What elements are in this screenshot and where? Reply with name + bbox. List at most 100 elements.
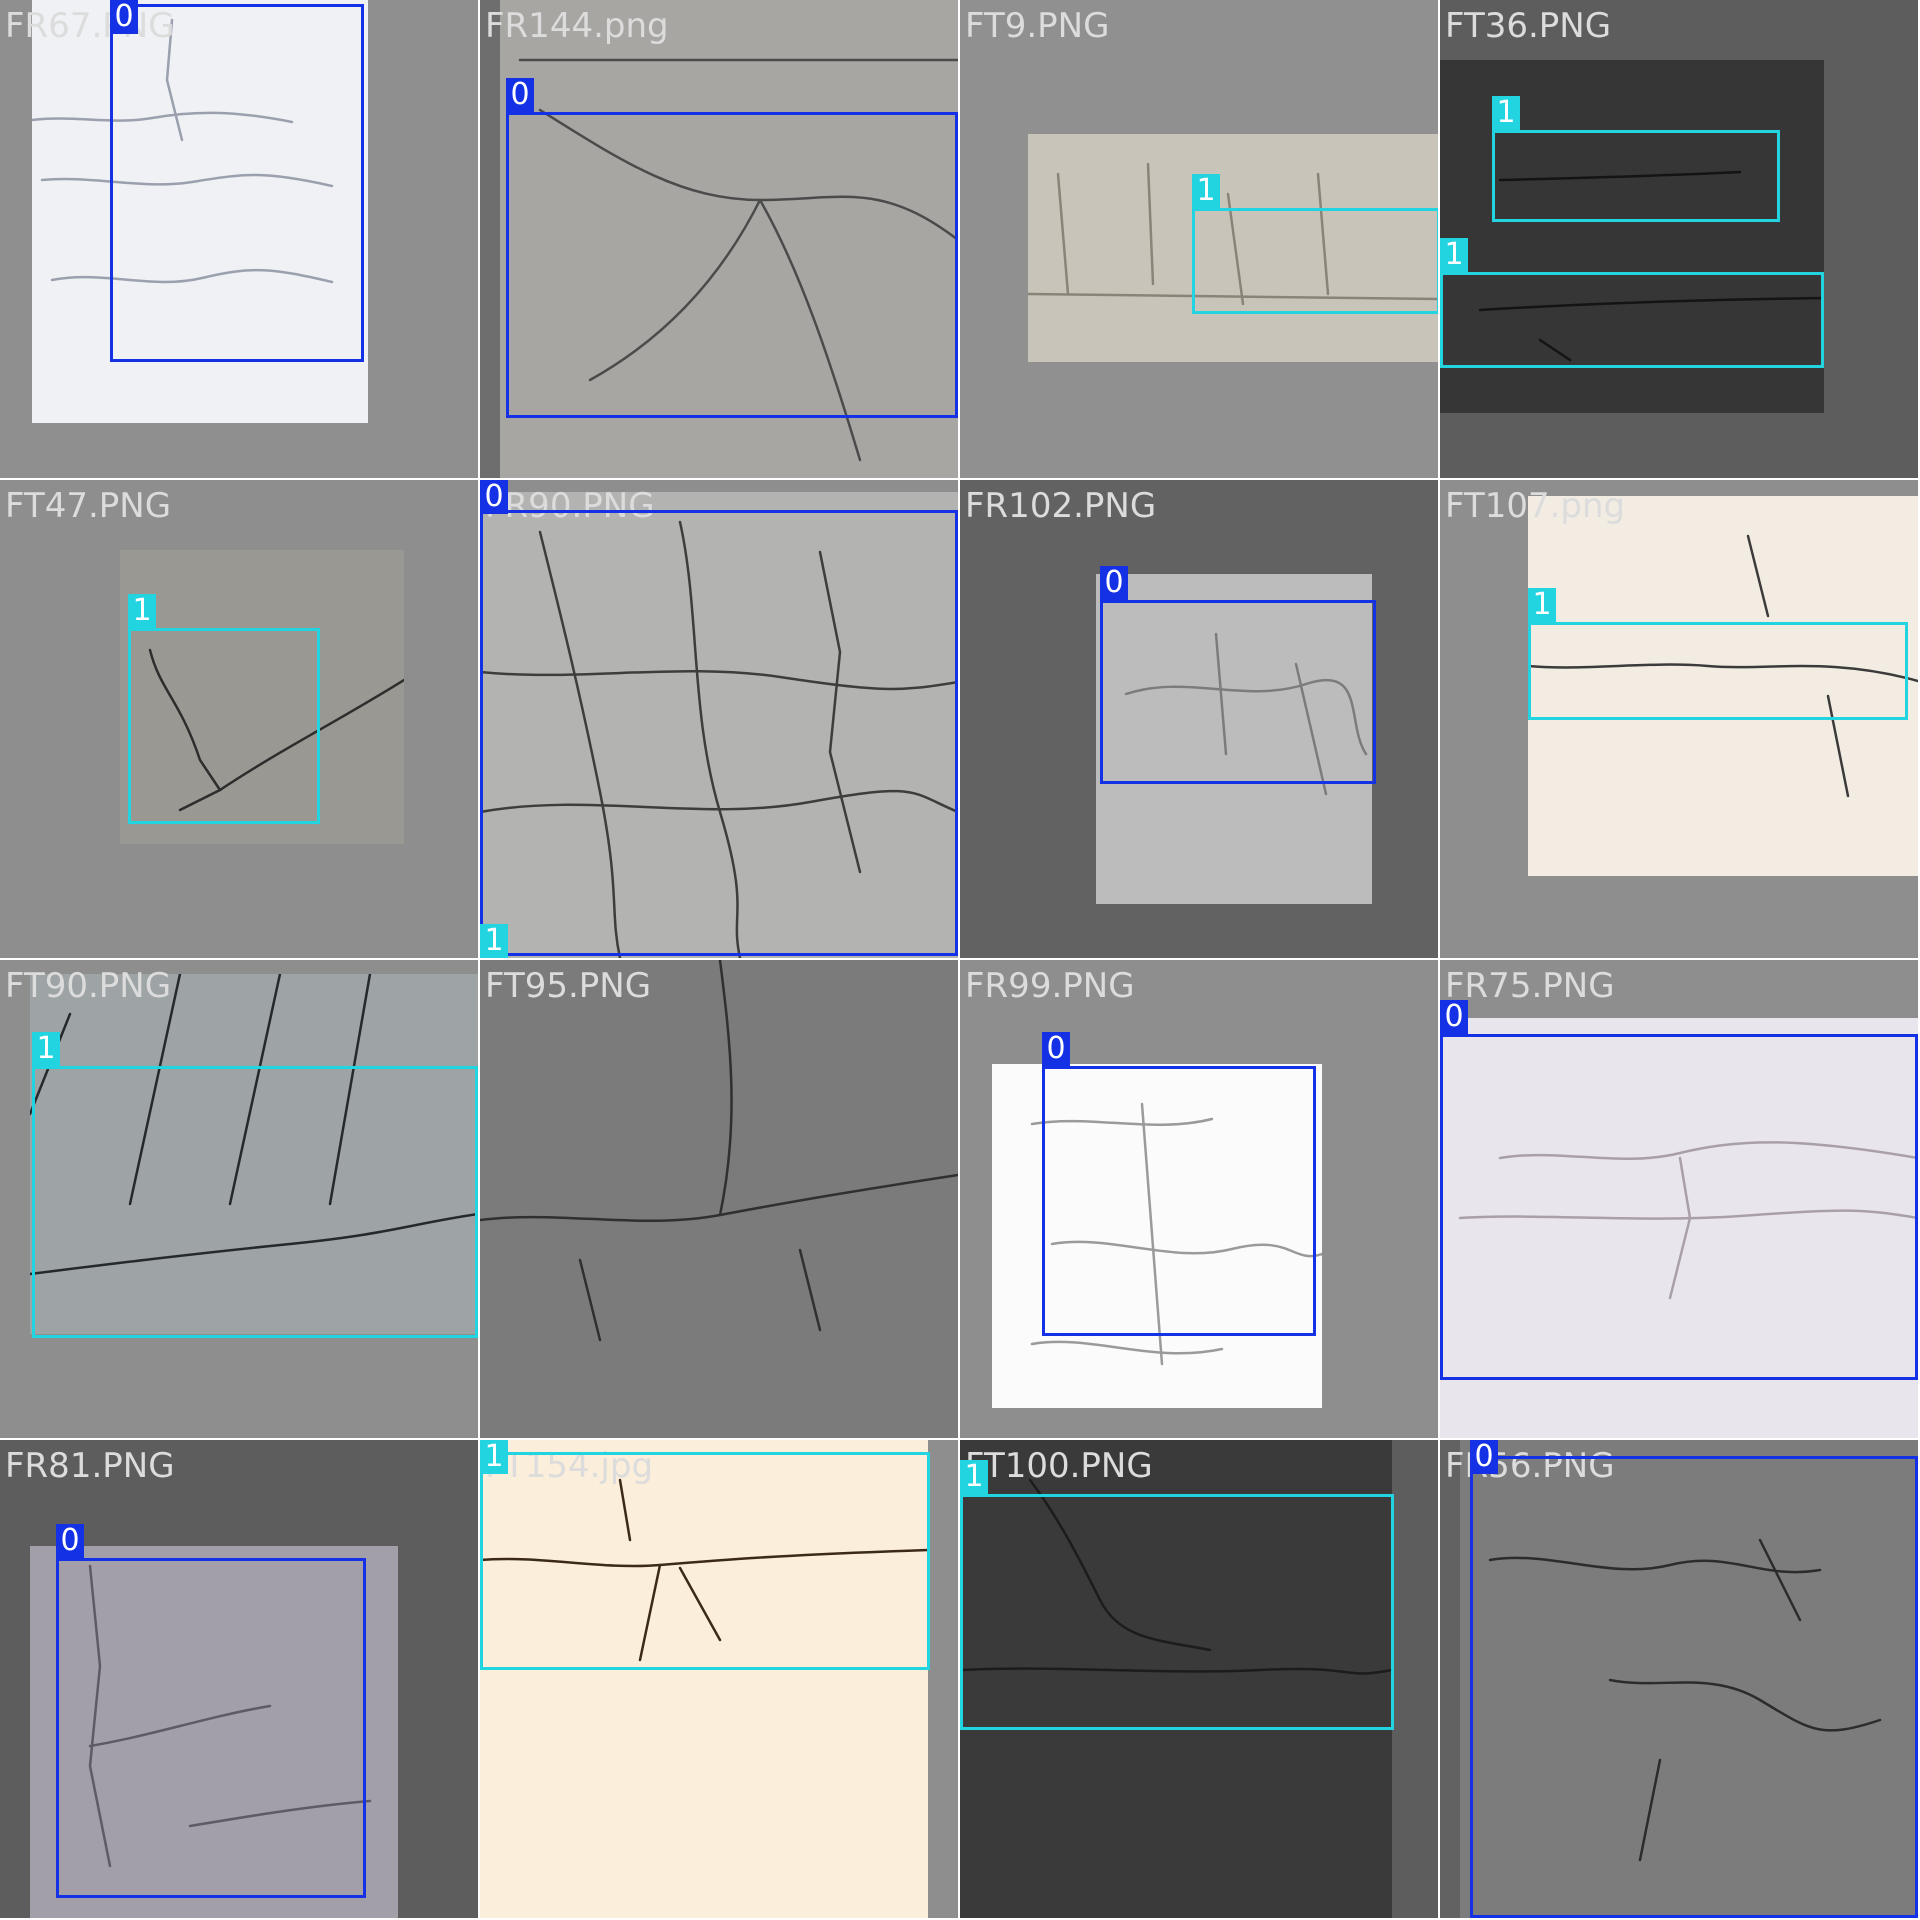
tile-filename: FR81.PNG <box>5 1446 175 1486</box>
crack-line <box>1478 296 1824 312</box>
crack-line <box>1538 338 1572 362</box>
crack-line <box>960 1667 1392 1675</box>
crack-line <box>50 268 334 284</box>
crack-line <box>618 1478 632 1542</box>
crack-line <box>1146 162 1155 286</box>
crack-line <box>1030 1117 1214 1127</box>
mosaic-tile: FT154.jpg 1 <box>480 1440 958 1918</box>
crack-line <box>88 1704 272 1748</box>
tile-filename: FR67.PNG <box>5 6 175 46</box>
bounding-box <box>56 1558 366 1898</box>
crack-line <box>1498 1141 1918 1161</box>
tile-filename: FT100.PNG <box>965 1446 1153 1486</box>
crack-line <box>480 1548 928 1568</box>
bounding-box <box>960 1494 1394 1730</box>
bounding-box <box>1470 1456 1918 1918</box>
crack-line <box>480 669 958 691</box>
surface-photo <box>500 0 958 478</box>
class-label-tag: 1 <box>1528 588 1556 622</box>
bounding-box <box>480 510 958 956</box>
surface-photo <box>30 974 478 1334</box>
crack-line <box>328 974 372 1206</box>
tile-filename: FT90.PNG <box>5 966 172 1006</box>
mosaic-tile: FT107.png 1 <box>1440 480 1918 958</box>
mosaic-tile: FT100.PNG 1 <box>960 1440 1438 1918</box>
surface-photo <box>1460 1440 1918 1918</box>
tile-filename: FT47.PNG <box>5 486 172 526</box>
crack-line <box>1294 662 1328 796</box>
bounding-box <box>1042 1066 1316 1336</box>
crack-line <box>718 960 733 1217</box>
class-label-tag: 0 <box>1100 566 1128 600</box>
surface-photo <box>1440 1018 1918 1438</box>
tile-filename: FT107.png <box>1445 486 1626 526</box>
crack-line <box>1028 292 1438 301</box>
crack-line <box>32 111 294 124</box>
crack-line <box>1668 1156 1692 1300</box>
surface-photo <box>480 960 958 1438</box>
class-label-tag: 0 <box>56 1524 84 1558</box>
mosaic-tile: FR75.PNG 0 <box>1440 960 1918 1438</box>
mosaic-tile: FT36.PNG 1 1 <box>1440 0 1918 478</box>
mosaic-tile: FR99.PNG 0 <box>960 960 1438 1438</box>
mosaic-tile: FT47.PNG 1 <box>0 480 478 958</box>
surface-photo <box>1528 496 1918 876</box>
class-label-tag: 1 <box>480 924 508 958</box>
crack-line <box>1316 172 1330 296</box>
surface-photo <box>992 1064 1322 1408</box>
tile-filename: FR144.png <box>485 6 669 46</box>
class-label-tag: 1 <box>1192 174 1220 208</box>
class-label-tag: 1 <box>1440 238 1468 272</box>
surface-photo <box>30 1546 398 1918</box>
crack-line <box>1050 1240 1322 1258</box>
class-label-tag: 1 <box>128 594 156 628</box>
mosaic-tile: FT9.PNG 1 <box>960 0 1438 478</box>
surface-photo <box>960 1440 1392 1918</box>
mosaic-tile: FT95.PNG <box>480 960 958 1438</box>
surface-photo <box>1028 134 1438 362</box>
crack-line <box>1214 632 1228 756</box>
bounding-box <box>1440 272 1824 368</box>
crack-line <box>1638 1758 1662 1862</box>
crack-line <box>1056 172 1070 296</box>
bounding-box <box>1492 130 1780 222</box>
crack-line <box>88 1564 112 1868</box>
crack-line <box>1226 192 1245 306</box>
surface-photo <box>120 550 404 844</box>
class-label-tag: 0 <box>110 0 138 34</box>
tile-filename: FT9.PNG <box>965 6 1110 46</box>
mosaic-tile: FR81.PNG 0 <box>0 1440 478 1918</box>
crack-line <box>1488 1556 1822 1574</box>
surface-photo <box>32 0 368 423</box>
class-label-tag: 1 <box>32 1032 60 1066</box>
crack-line <box>1608 1678 1882 1732</box>
crack-line <box>480 789 958 814</box>
crack-line <box>758 198 862 462</box>
crack-line <box>40 173 334 188</box>
mosaic-tile: FR102.PNG 0 <box>960 480 1438 958</box>
mosaic-tile: FT90.PNG 1 <box>0 960 478 1438</box>
crack-line <box>538 530 622 958</box>
tile-filename: FR90.PNG <box>485 486 655 526</box>
class-label-tag: 1 <box>1492 96 1520 130</box>
bounding-box <box>1440 1034 1918 1380</box>
class-label-tag: 0 <box>1042 1032 1070 1066</box>
crack-line <box>1030 1340 1224 1355</box>
bounding-box <box>128 628 320 824</box>
crack-line <box>218 678 404 792</box>
crack-line <box>818 550 862 874</box>
bounding-box <box>32 1066 478 1338</box>
crack-line <box>1458 1209 1918 1220</box>
bounding-box <box>480 1452 930 1670</box>
crack-line <box>1746 534 1770 618</box>
crack-line <box>798 1248 822 1332</box>
class-label-tag: 1 <box>960 1460 988 1494</box>
mosaic-tile: FR90.PNG 0 1 <box>480 480 958 958</box>
class-label-tag: 0 <box>1470 1440 1498 1474</box>
crack-line <box>578 1258 602 1342</box>
crack-line <box>1124 678 1368 756</box>
crack-line <box>1498 170 1742 182</box>
bounding-box <box>1100 600 1376 784</box>
tile-filename: FR102.PNG <box>965 486 1157 526</box>
